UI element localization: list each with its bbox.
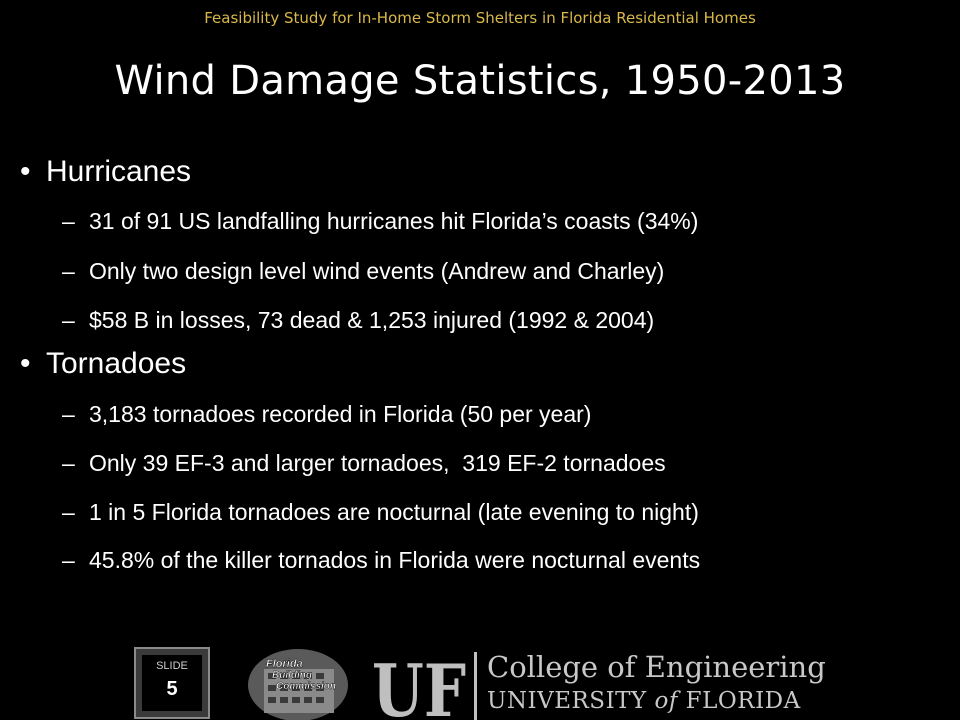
dash-marker: – — [62, 258, 75, 284]
bullet-marker: • — [20, 347, 31, 380]
university-of: of — [654, 688, 678, 714]
bullet-marker: • — [20, 155, 31, 188]
sub-bullet-text: Only 39 EF-3 and larger tornadoes, 319 E… — [89, 450, 666, 476]
sub-bullet: – Only two design level wind events (And… — [62, 258, 664, 285]
dash-marker: – — [62, 499, 75, 525]
sub-bullet-text: 31 of 91 US landfalling hurricanes hit F… — [89, 208, 699, 234]
florida-building-commission-logo: Florida Building Commission — [248, 649, 348, 720]
bullet-heading: Tornadoes — [46, 347, 187, 380]
sub-bullet: – 45.8% of the killer tornados in Florid… — [62, 547, 700, 574]
sub-bullet-text: $58 B in losses, 73 dead & 1,253 injured… — [89, 307, 655, 333]
sub-bullet-text: 1 in 5 Florida tornadoes are nocturnal (… — [89, 499, 699, 525]
fbc-logo-line: Building — [272, 670, 312, 681]
logo-divider — [474, 652, 477, 720]
dash-marker: – — [62, 547, 75, 573]
dash-marker: – — [62, 450, 75, 476]
dash-marker: – — [62, 401, 75, 427]
sub-bullet-text: 45.8% of the killer tornados in Florida … — [89, 547, 701, 573]
slide-title: Wind Damage Statistics, 1950-2013 — [114, 58, 846, 104]
dash-marker: – — [62, 307, 75, 333]
slide-label: SLIDE — [156, 660, 188, 672]
sub-bullet: – 3,183 tornadoes recorded in Florida (5… — [62, 401, 591, 428]
sub-bullet: – 31 of 91 US landfalling hurricanes hit… — [62, 208, 698, 235]
dash-marker: – — [62, 208, 75, 234]
sub-bullet-text: 3,183 tornadoes recorded in Florida (50 … — [89, 401, 592, 427]
university-prefix: UNIVERSITY — [487, 688, 655, 714]
slide-number-box: SLIDE 5 — [134, 647, 210, 719]
university-name: UNIVERSITY of FLORIDA — [487, 688, 801, 714]
sub-bullet-text: Only two design level wind events (Andre… — [89, 258, 665, 284]
uf-logo: UF — [372, 650, 466, 720]
slide-number: 5 — [166, 678, 178, 700]
fbc-logo-line: Commission — [276, 681, 336, 692]
fbc-logo-line: Florida — [266, 658, 303, 670]
bullet-hurricanes: • Hurricanes — [20, 155, 191, 189]
sub-bullet: – 1 in 5 Florida tornadoes are nocturnal… — [62, 499, 699, 526]
sub-bullet: – Only 39 EF-3 and larger tornadoes, 319… — [62, 450, 666, 477]
uf-mark: UF — [372, 650, 466, 720]
bullet-heading: Hurricanes — [46, 155, 192, 188]
sub-bullet: – $58 B in losses, 73 dead & 1,253 injur… — [62, 307, 654, 334]
bullet-tornadoes: • Tornadoes — [20, 347, 186, 381]
university-suffix: FLORIDA — [677, 688, 801, 714]
college-name: College of Engineering — [487, 650, 826, 684]
presentation-header: Feasibility Study for In-Home Storm Shel… — [204, 9, 756, 27]
